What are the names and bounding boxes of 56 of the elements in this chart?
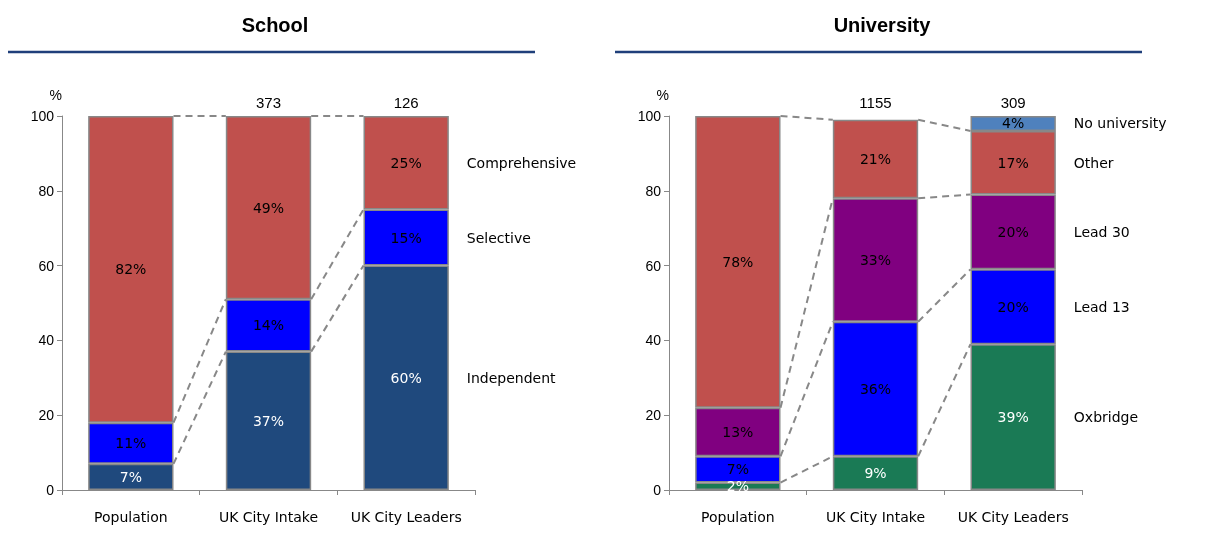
annotation: 126 xyxy=(393,94,419,111)
series-label: Comprehensive xyxy=(466,154,577,171)
series-label: Lead 30 xyxy=(1073,223,1130,240)
series-label: Lead 13 xyxy=(1073,298,1130,315)
x-tick-label: UK City Intake xyxy=(218,509,319,525)
y-tick-label: 40 xyxy=(38,332,55,349)
data-label: 15% xyxy=(390,229,422,246)
x-tick-label: Population xyxy=(94,509,168,525)
x-tick-label: UK City Leaders xyxy=(350,509,462,525)
data-label: 82% xyxy=(115,261,147,278)
data-label: 25% xyxy=(390,154,422,171)
data-label: 39% xyxy=(997,409,1029,426)
data-label: 21% xyxy=(859,151,892,168)
y-tick-label: 20 xyxy=(38,407,55,424)
annotation: 373 xyxy=(255,94,282,111)
y-tick-label: 100 xyxy=(30,108,55,124)
data-label: 4% xyxy=(1002,115,1025,132)
data-label: 7% xyxy=(726,461,749,478)
y-axis-title: % xyxy=(656,87,669,103)
data-label: 7% xyxy=(119,468,142,485)
data-label: 37% xyxy=(252,412,285,429)
y-tick-label: 20 xyxy=(645,407,662,424)
data-label: 33% xyxy=(859,251,892,268)
chart-title: University xyxy=(833,14,932,36)
annotation: 1155 xyxy=(859,94,892,111)
annotation: 309 xyxy=(1000,94,1026,111)
data-label: 14% xyxy=(252,317,285,334)
y-tick-label: 0 xyxy=(653,482,662,498)
x-tick-label: Population xyxy=(701,509,775,525)
data-label: 9% xyxy=(864,465,887,482)
data-label: 17% xyxy=(997,154,1029,171)
data-label: 49% xyxy=(252,199,285,216)
y-tick-label: 60 xyxy=(38,257,55,274)
y-tick-label: 80 xyxy=(645,182,662,199)
y-tick-label: 100 xyxy=(637,108,662,124)
data-label: 11% xyxy=(115,435,147,452)
data-label: 20% xyxy=(997,223,1029,240)
data-label: 2% xyxy=(726,478,749,495)
x-tick-label: UK City Leaders xyxy=(957,509,1069,525)
chart-title: School xyxy=(241,14,309,36)
data-label: 78% xyxy=(722,253,754,270)
y-tick-label: 80 xyxy=(38,182,55,199)
series-label: No university xyxy=(1073,115,1167,132)
data-label: 36% xyxy=(859,381,892,398)
data-label: 60% xyxy=(390,369,422,386)
y-tick-label: 40 xyxy=(645,332,662,349)
y-tick-label: 0 xyxy=(46,482,55,498)
x-tick-label: UK City Intake xyxy=(825,509,926,525)
y-tick-label: 60 xyxy=(645,257,662,274)
data-label: 20% xyxy=(997,298,1029,315)
series-label: Other xyxy=(1073,154,1114,171)
series-label: Selective xyxy=(466,229,531,246)
data-label: 13% xyxy=(722,424,754,441)
series-label: Oxbridge xyxy=(1073,409,1139,426)
y-axis-title: % xyxy=(49,87,62,103)
series-label: Independent xyxy=(466,369,557,386)
